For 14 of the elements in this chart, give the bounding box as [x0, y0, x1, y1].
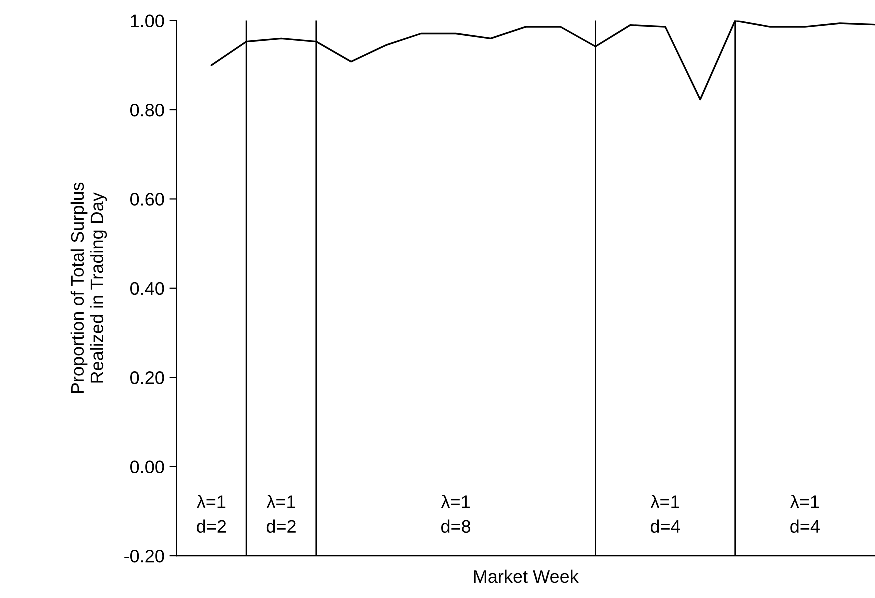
y-tick-label: 0.40 [130, 282, 164, 296]
y-tick-label: 0.60 [130, 193, 164, 206]
annotation: λ=1 d=2 [196, 495, 226, 534]
y-axis-title: Proportion of Total Surplus Realized in Trading Day [70, 182, 108, 394]
annotation: λ=1 d=4 [790, 495, 820, 534]
y-tick-label: -0.20 [124, 550, 164, 563]
y-tick-label: 1.00 [131, 14, 164, 28]
annotation: λ=1 d=4 [650, 495, 680, 534]
annotation: λ=1 d=2 [266, 495, 296, 534]
annotation: λ=1 d=8 [441, 495, 471, 534]
y-tick-label: 0.00 [130, 460, 164, 474]
x-axis-title: Market Week [474, 570, 579, 584]
y-tick-label: 0.80 [130, 104, 164, 117]
y-tick-label: 0.20 [130, 372, 164, 384]
